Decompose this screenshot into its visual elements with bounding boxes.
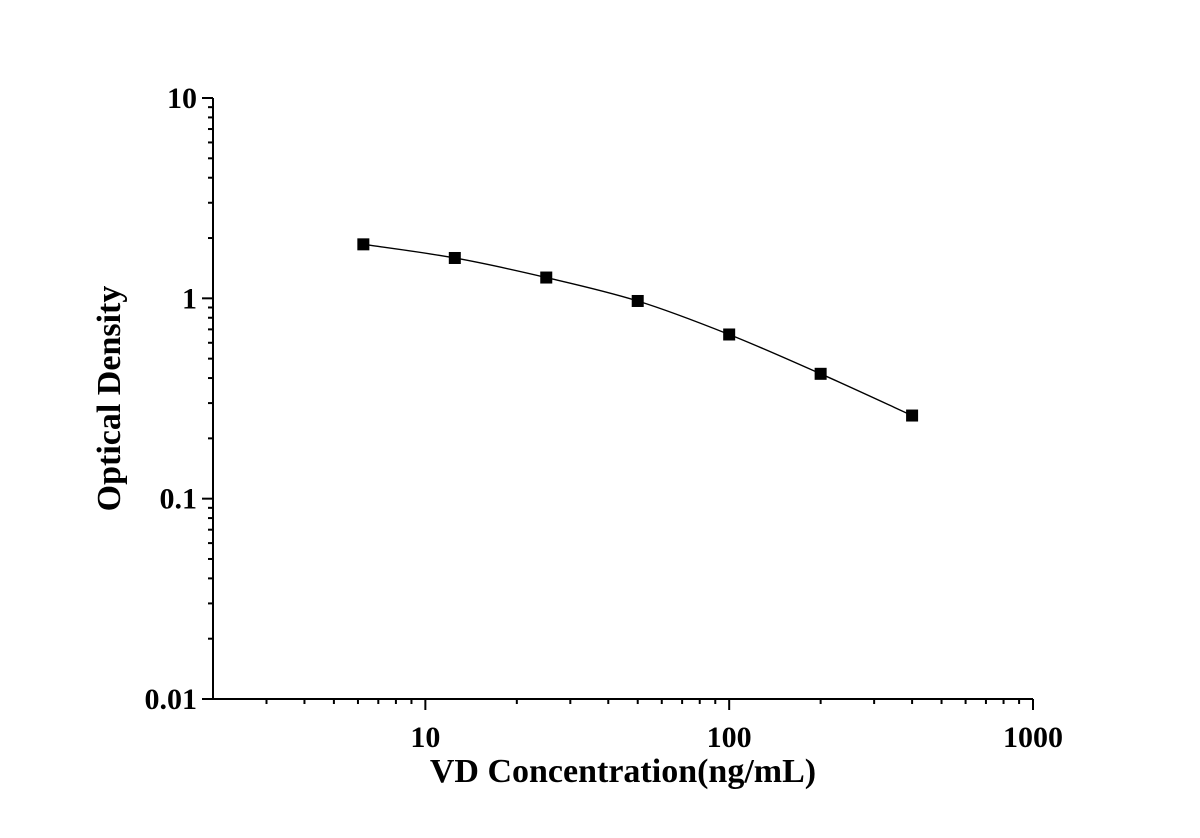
y-tick-label: 0.01 xyxy=(145,683,198,716)
y-tick-label: 0.1 xyxy=(160,483,198,516)
y-tick-label: 1 xyxy=(182,282,197,315)
data-point-marker xyxy=(631,294,644,307)
x-tick-label: 10 xyxy=(410,721,440,754)
y-axis-ticks: 0.01 0.1 1 10 xyxy=(145,82,213,716)
data-point-marker xyxy=(814,367,827,380)
axes xyxy=(212,98,1033,700)
data-point-marker xyxy=(448,251,461,264)
y-tick-label: 10 xyxy=(167,82,197,115)
x-axis-title: VD Concentration(ng/mL) xyxy=(430,753,816,790)
data-point-marker xyxy=(906,409,919,422)
data-point-marker xyxy=(723,328,736,341)
data-point-marker xyxy=(540,271,553,284)
x-tick-label: 100 xyxy=(707,721,752,754)
x-tick-label: 1000 xyxy=(1003,721,1063,754)
y-axis-title: Optical Density xyxy=(91,286,128,512)
data-point-marker xyxy=(357,238,370,251)
data-series xyxy=(357,238,919,422)
x-axis-ticks: 10 100 1000 xyxy=(265,699,1063,754)
fit-curve-line xyxy=(363,243,913,417)
